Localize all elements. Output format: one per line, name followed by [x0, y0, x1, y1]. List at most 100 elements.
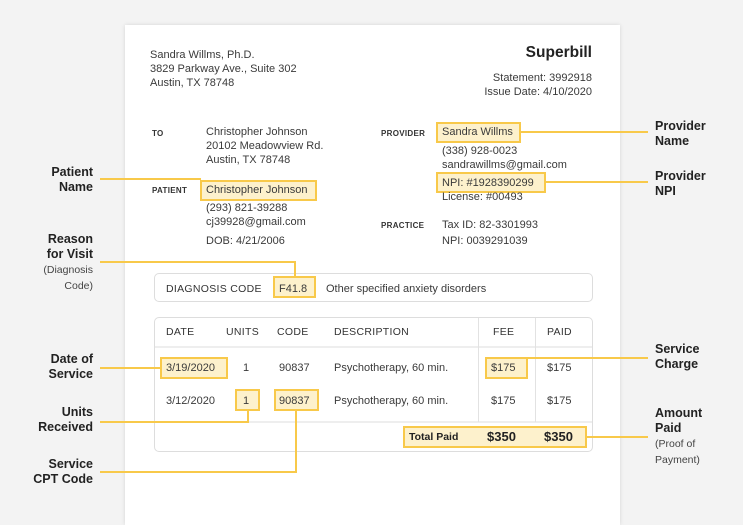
patient-name: Christopher Johnson [206, 184, 308, 196]
divider [478, 318, 479, 422]
address-line: 3829 Parkway Ave., Suite 302 [150, 63, 297, 75]
callout-text: Provider [655, 119, 706, 133]
provider-license: License: #00493 [442, 191, 523, 203]
provider-contact: (338) 928-0023 sandrawillms@gmail.com [442, 144, 567, 172]
callout-connectors [100, 131, 648, 473]
cell-paid: $175 [547, 395, 572, 407]
to-address: Christopher Johnson 20102 Meadowview Rd.… [206, 125, 323, 167]
provider-name: Sandra Willms [442, 126, 513, 138]
callout-text: Name [655, 134, 690, 148]
connector-units [100, 411, 249, 423]
callout-text: Date of [50, 352, 93, 366]
connector-reason [100, 261, 296, 276]
header-date: DATE [166, 326, 195, 338]
callout-text: Units [61, 405, 93, 419]
diagnosis-code: F41.8 [279, 283, 308, 295]
cell-units: 1 [243, 362, 250, 374]
callout-note: (Proof of [655, 438, 696, 450]
callout-text: for Visit [46, 247, 93, 261]
patient-label: PATIENT [152, 186, 188, 195]
patient-contact: (293) 821-39288 cj39928@gmail.com [206, 201, 306, 229]
callout-units-received: Units Received [38, 405, 93, 435]
callout-text: CPT Code [33, 472, 93, 486]
patient-email: cj39928@gmail.com [206, 216, 306, 228]
callout-text: Amount [655, 406, 703, 420]
divider [535, 318, 536, 422]
practice-tax-id: Tax ID: 82-3301993 [442, 219, 539, 231]
total-fee: $350 [487, 429, 516, 444]
cell-fee: $175 [491, 395, 516, 407]
address-line: Austin, TX 78748 [150, 77, 235, 89]
cell-date: 3/12/2020 [166, 395, 215, 407]
cell-fee: $175 [491, 362, 516, 374]
provider-header-name: Sandra Willms, Ph.D. [150, 49, 255, 61]
fee-highlight [485, 357, 528, 379]
header-description: DESCRIPTION [334, 326, 410, 338]
provider-email: sandrawillms@gmail.com [442, 159, 567, 171]
diagnosis-label: DIAGNOSIS CODE [166, 283, 262, 295]
callout-text: NPI [655, 184, 676, 198]
provider-npi: NPI: #1928390299 [442, 177, 534, 189]
cell-date: 3/19/2020 [166, 362, 215, 374]
provider-name-highlight [436, 122, 521, 143]
callout-service-charge: Service Charge [655, 342, 699, 372]
callout-text: Received [38, 420, 93, 434]
issue-date: Issue Date: 4/10/2020 [484, 86, 592, 98]
cell-description: Psychotherapy, 60 min. [334, 362, 449, 374]
practice-label: PRACTICE [381, 221, 425, 230]
patient-dob: DOB: 4/21/2006 [206, 235, 285, 247]
cell-units: 1 [243, 395, 250, 407]
callout-date-of-service: Date of Service [49, 352, 93, 382]
callout-amount-paid: Amount Paid (Proof of Payment) [655, 406, 702, 468]
divider [155, 421, 592, 423]
statement-number: Statement: 3992918 [492, 72, 592, 84]
callout-text: Provider [655, 169, 706, 183]
callout-patient-name: Patient Name [51, 165, 93, 195]
cell-code: 90837 [279, 362, 310, 374]
header-units: UNITS [226, 326, 259, 338]
units-highlight [235, 389, 260, 411]
callout-text: Name [58, 180, 93, 194]
header-fee: FEE [493, 326, 515, 338]
address-line: Austin, TX 78748 [206, 154, 291, 166]
practice-npi: NPI: 0039291039 [442, 235, 528, 247]
to-name: Christopher Johnson [206, 126, 308, 138]
statement-info: Statement: 3992918 Issue Date: 4/10/2020 [484, 71, 592, 99]
connector-cpt [100, 411, 297, 473]
date-highlight [160, 357, 228, 379]
callout-provider-npi: Provider NPI [655, 169, 706, 199]
diagnosis-code-highlight [273, 276, 316, 298]
provider-label: PROVIDER [381, 129, 426, 138]
callout-text: Patient [51, 165, 93, 179]
cell-paid: $175 [547, 362, 572, 374]
services-table [154, 317, 593, 452]
callout-text: Service [655, 342, 700, 356]
to-label: TO [152, 129, 164, 138]
callout-text: Reason [47, 232, 93, 246]
diagnosis-description: Other specified anxiety disorders [326, 283, 487, 295]
address-line: 20102 Meadowview Rd. [206, 140, 324, 152]
provider-phone: (338) 928-0023 [442, 145, 518, 157]
callout-provider-name: Provider Name [655, 119, 706, 149]
callout-text: Service [48, 367, 93, 381]
document-title: Superbill [525, 44, 592, 61]
callout-note: (Diagnosis [43, 264, 93, 276]
callout-reason-for-visit: Reason for Visit (Diagnosis Code) [43, 232, 93, 294]
provider-npi-highlight [436, 172, 546, 193]
cell-code: 90837 [279, 395, 310, 407]
cell-description: Psychotherapy, 60 min. [334, 395, 449, 407]
callout-note: Payment) [655, 454, 700, 466]
patient-phone: (293) 821-39288 [206, 202, 288, 214]
header-code: CODE [277, 326, 309, 338]
provider-header-address: Sandra Willms, Ph.D. 3829 Parkway Ave., … [150, 48, 297, 90]
divider [155, 346, 592, 348]
callout-text: Charge [655, 357, 699, 371]
total-highlight [403, 426, 587, 448]
callout-cpt-code: Service CPT Code [33, 457, 93, 487]
diagnosis-box [154, 273, 593, 302]
total-label: Total Paid [409, 431, 459, 443]
callout-note: Code) [64, 280, 93, 292]
callout-text: Service [48, 457, 93, 471]
code-highlight [274, 389, 319, 411]
callout-text: Paid [655, 421, 682, 435]
